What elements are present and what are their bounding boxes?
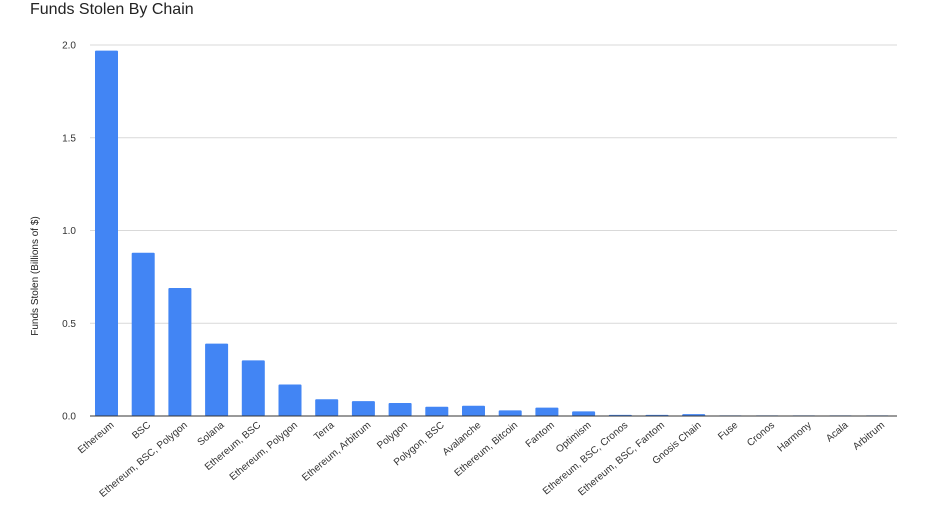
y-tick-label: 0.0 <box>62 412 76 423</box>
y-axis-ticks: 0.0 0.5 1.0 1.5 2.0 <box>62 41 76 423</box>
bar <box>425 406 449 416</box>
x-tick-label: Ethereum, Bitcoin <box>453 420 521 479</box>
y-tick-label: 1.0 <box>62 226 76 237</box>
bar <box>168 288 192 416</box>
bar <box>388 403 412 416</box>
y-axis-title: Funds Stolen (Billions of $) <box>30 216 41 336</box>
x-tick-label: Ethereum, Arbitrum <box>300 420 373 484</box>
x-tick-label: Arbitrum <box>851 420 887 453</box>
x-tick-label: Ethereum, Polygon <box>228 420 300 483</box>
x-tick-label: Polygon <box>375 420 410 452</box>
bar <box>498 410 522 416</box>
x-tick-label: Ethereum <box>76 420 116 456</box>
x-tick-label: Harmony <box>776 420 814 455</box>
bar <box>351 401 375 416</box>
y-tick-label: 0.5 <box>62 319 76 330</box>
x-tick-label: Terra <box>312 420 337 443</box>
bar <box>95 50 118 416</box>
x-tick-label: Fuse <box>716 420 740 443</box>
x-tick-label: Acala <box>824 420 851 445</box>
x-tick-label: Cronos <box>745 420 777 449</box>
chart-title: Funds Stolen By Chain <box>30 1 194 18</box>
bars <box>95 50 889 416</box>
gridlines <box>90 44 897 324</box>
y-tick-label: 1.5 <box>62 133 76 144</box>
bar <box>131 252 155 416</box>
y-tick-label: 2.0 <box>62 41 76 52</box>
x-tick-label: BSC <box>130 420 153 442</box>
bar <box>315 399 339 416</box>
bar <box>205 343 229 416</box>
x-tick-label: Solana <box>196 420 227 449</box>
x-tick-label: Fantom <box>524 420 557 450</box>
bar <box>462 405 485 416</box>
bar <box>278 384 302 416</box>
bar <box>572 411 596 416</box>
bar <box>535 407 559 416</box>
bar <box>241 360 265 416</box>
